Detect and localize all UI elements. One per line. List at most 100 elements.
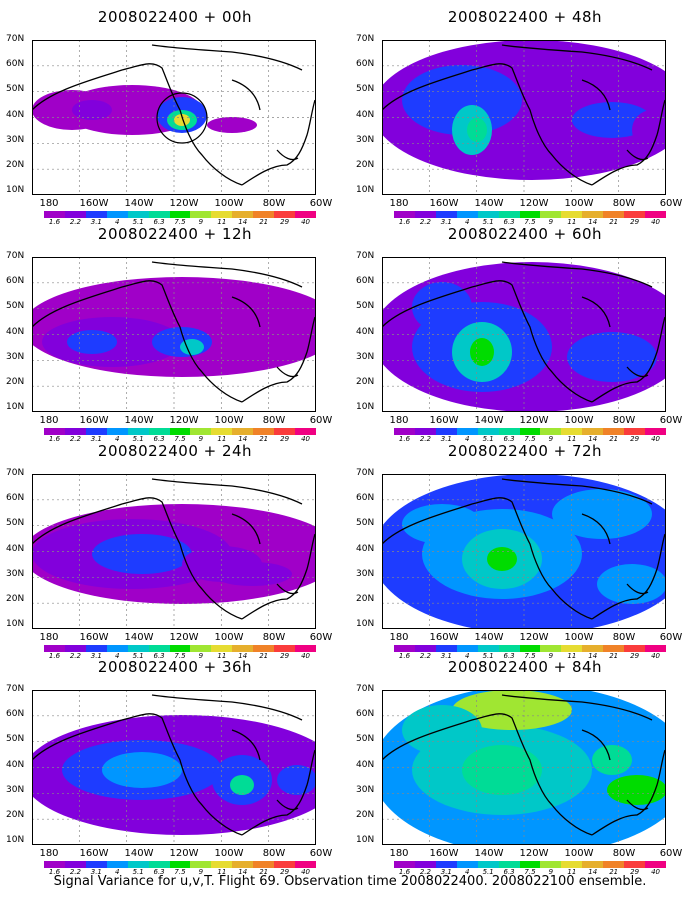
- map-plot: [32, 474, 316, 629]
- map-plot: [32, 690, 316, 845]
- colorbar-label: 11: [217, 868, 227, 876]
- colorbar: [44, 211, 316, 218]
- colorbar-swatch: [498, 211, 520, 218]
- colorbar-label: 9: [548, 435, 554, 443]
- lat-tick-label: 50N: [6, 84, 25, 94]
- variance-contour: [462, 745, 542, 795]
- variance-contour: [592, 745, 632, 775]
- map-frame: [382, 474, 666, 629]
- colorbar-swatch: [106, 645, 128, 652]
- lon-tick-label: 120W: [519, 632, 549, 643]
- map-frame: [32, 474, 316, 629]
- lat-tick-label: 60N: [6, 493, 25, 503]
- variance-field: [32, 474, 316, 629]
- colorbar-swatch: [169, 861, 191, 868]
- colorbar-swatch: [232, 428, 254, 435]
- lat-tick-label: 50N: [6, 518, 25, 528]
- colorbar-swatch: [435, 645, 457, 652]
- colorbar-label: 14: [238, 218, 248, 226]
- map-plot: [382, 40, 666, 195]
- lat-tick-label: 30N: [356, 135, 375, 145]
- colorbar-swatch: [540, 645, 562, 652]
- colorbar-swatch: [274, 861, 296, 868]
- variance-contour: [607, 775, 666, 805]
- colorbar-labels: 1.6 2.2 3.1 4 5.1 6.3 7.5 9 11 14 21 29 40: [44, 868, 316, 878]
- lon-tick-label: 160W: [429, 848, 459, 859]
- lon-tick-label: 180: [39, 632, 59, 643]
- colorbar-label: 29: [280, 435, 290, 443]
- colorbar-swatch: [169, 211, 191, 218]
- colorbar-swatch: [456, 428, 478, 435]
- coastline: [32, 478, 316, 620]
- colorbar-swatch: [211, 645, 233, 652]
- colorbar-swatch: [148, 211, 170, 218]
- panel-title: 2008022400 + 24h: [97, 442, 253, 460]
- colorbar-label: 40: [301, 218, 310, 226]
- colorbar-label: 9: [548, 868, 554, 876]
- lon-tick-label: 120W: [169, 848, 199, 859]
- variance-field: [382, 257, 666, 412]
- colorbar-label: 21: [259, 435, 269, 443]
- lat-tick-label: 70N: [6, 684, 25, 694]
- lon-tick-label: 120W: [169, 198, 199, 209]
- colorbar-label: 40: [651, 652, 660, 660]
- lat-tick-label: 40N: [356, 327, 375, 337]
- colorbar-swatch: [148, 645, 170, 652]
- colorbar-swatch: [44, 645, 65, 652]
- lon-tick-label: 160W: [79, 632, 109, 643]
- colorbar-swatch: [127, 861, 149, 868]
- lat-tick-label: 50N: [356, 734, 375, 744]
- map-frame: [32, 257, 316, 412]
- lat-tick-label: 30N: [6, 569, 25, 579]
- colorbar-label: 6.3: [153, 652, 165, 660]
- colorbar-label: 4: [464, 652, 470, 660]
- map-panel: 2008022400 + 60h 70N 60N 50N 40N 30N 20N 10N 180…: [350, 225, 700, 443]
- colorbar-labels: 1.6 2.2 3.1 4 5.1 6.3 7.5 9 11 14 21 29 40: [394, 435, 666, 445]
- lon-tick-label: 140W: [474, 198, 504, 209]
- colorbar-label: 7.5: [174, 868, 186, 876]
- colorbar-label: 6.3: [153, 218, 165, 226]
- colorbar-label: 5.1: [132, 435, 144, 443]
- lat-tick-label: 70N: [6, 251, 25, 261]
- colorbar-label: 5.1: [482, 652, 494, 660]
- colorbar-label: 9: [548, 652, 554, 660]
- lon-tick-label: 80W: [262, 848, 286, 859]
- colorbar-swatch: [456, 645, 478, 652]
- colorbar-label: 1.6: [48, 218, 61, 226]
- colorbar-labels: 1.6 2.2 3.1 4 5.1 6.3 7.5 9 11 14 21 29 40: [44, 218, 316, 228]
- lon-tick-label: 80W: [262, 632, 286, 643]
- lat-tick-label: 10N: [6, 402, 25, 412]
- colorbar-label: 9: [198, 218, 204, 226]
- lat-tick-label: 30N: [356, 785, 375, 795]
- colorbar-swatch: [477, 428, 499, 435]
- colorbar-label: 5.1: [482, 435, 494, 443]
- map-frame: [382, 257, 666, 412]
- colorbar-label: 5.1: [132, 652, 144, 660]
- lon-tick-label: 180: [39, 848, 59, 859]
- colorbar-label: 1.6: [48, 435, 61, 443]
- map-panel: 2008022400 + 12h 70N 60N 50N 40N 30N 20N 10N 180…: [0, 225, 350, 443]
- colorbar-label: 11: [217, 435, 227, 443]
- lat-tick-label: 40N: [6, 544, 25, 554]
- lat-tick-label: 60N: [356, 59, 375, 69]
- variance-contour: [567, 332, 657, 382]
- lat-tick-label: 10N: [6, 185, 25, 195]
- colorbar-labels: 1.6 2.2 3.1 4 5.1 6.3 7.5 9 11 14 21 29 40: [44, 652, 316, 662]
- map-panel: 2008022400 + 24h 70N 60N 50N 40N 30N 20N 10N 180…: [0, 442, 350, 660]
- lon-tick-label: 80W: [612, 415, 636, 426]
- colorbar-label: 7.5: [524, 218, 536, 226]
- lat-tick-label: 70N: [356, 468, 375, 478]
- lon-tick-label: 60W: [309, 198, 333, 209]
- colorbar-label: 4: [114, 435, 120, 443]
- lon-tick-label: 160W: [79, 415, 109, 426]
- lon-tick-label: 120W: [519, 848, 549, 859]
- variance-contour: [152, 327, 212, 357]
- variance-contour: [92, 534, 192, 574]
- lat-tick-label: 50N: [6, 734, 25, 744]
- lon-tick-label: 100W: [214, 415, 244, 426]
- map-plot: [32, 40, 316, 195]
- colorbar-label: 14: [238, 435, 248, 443]
- colorbar-swatch: [498, 861, 520, 868]
- lon-tick-label: 100W: [214, 632, 244, 643]
- colorbar-label: 2.2: [69, 652, 81, 660]
